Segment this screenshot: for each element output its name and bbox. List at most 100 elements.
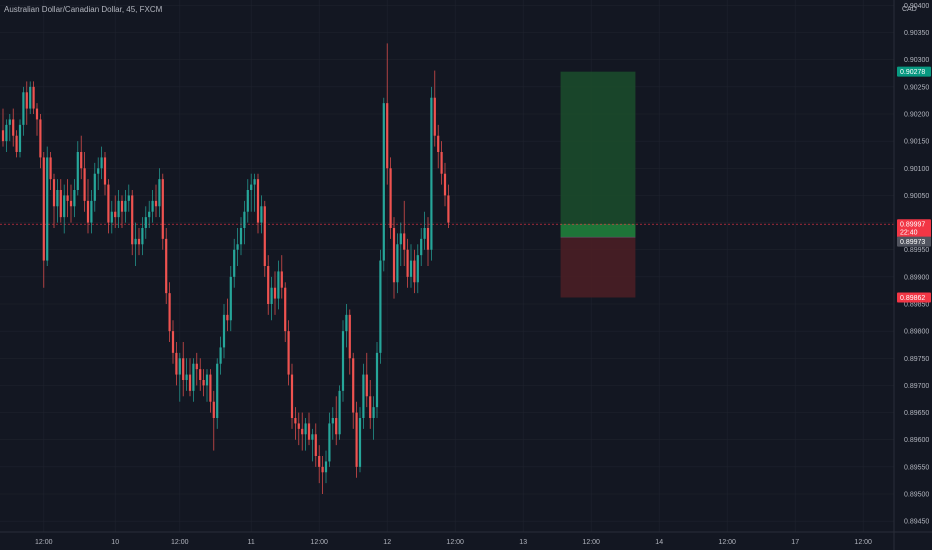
candle bbox=[239, 217, 243, 256]
candle bbox=[222, 304, 226, 359]
candle bbox=[307, 412, 311, 446]
candle-body bbox=[355, 412, 358, 467]
y-tick-label: 0.89500 bbox=[904, 492, 929, 499]
candle-body bbox=[297, 423, 300, 429]
candle bbox=[69, 184, 73, 223]
entry-price-tag-box bbox=[897, 236, 931, 247]
candle bbox=[440, 141, 443, 185]
candle-body bbox=[243, 211, 246, 228]
candle bbox=[273, 271, 277, 315]
candle-body bbox=[382, 103, 385, 261]
candle-body bbox=[311, 434, 314, 440]
candle bbox=[365, 352, 368, 408]
candle-body bbox=[42, 157, 45, 261]
candle bbox=[141, 217, 144, 256]
candle-body bbox=[188, 374, 192, 391]
candle-body bbox=[117, 200, 120, 218]
candle bbox=[290, 363, 294, 429]
candle-body bbox=[324, 461, 328, 473]
candle-body bbox=[52, 179, 56, 207]
candle-body bbox=[246, 190, 249, 212]
candle bbox=[212, 390, 215, 451]
candle-body bbox=[304, 423, 307, 435]
x-tick-label: 12:00 bbox=[310, 539, 328, 546]
candle bbox=[127, 184, 130, 212]
candle bbox=[168, 282, 171, 342]
candle bbox=[49, 152, 52, 190]
y-tick-label: 0.89900 bbox=[904, 274, 929, 281]
long-position-tool[interactable] bbox=[560, 71, 636, 298]
candle-body bbox=[86, 200, 90, 223]
candle-body bbox=[66, 195, 69, 201]
candle bbox=[107, 179, 110, 234]
candle bbox=[1, 108, 5, 147]
y-tick-label: 0.89750 bbox=[904, 356, 929, 363]
candle-body bbox=[284, 287, 287, 332]
candle bbox=[352, 352, 355, 429]
candle bbox=[277, 260, 280, 310]
grid-lines bbox=[0, 0, 894, 532]
candle bbox=[236, 228, 239, 266]
candle-body bbox=[447, 195, 450, 223]
candle-body bbox=[137, 238, 141, 245]
candle-body bbox=[107, 184, 110, 223]
candle bbox=[403, 200, 406, 266]
x-tick-label: 12:00 bbox=[171, 539, 189, 546]
loss-zone[interactable] bbox=[560, 237, 636, 298]
candle-body bbox=[195, 363, 198, 370]
candle bbox=[430, 86, 433, 261]
candle-body bbox=[209, 374, 212, 402]
candle-body bbox=[219, 347, 222, 364]
candle-body bbox=[199, 369, 202, 380]
candle-body bbox=[100, 157, 103, 169]
y-tick-label: 0.89800 bbox=[904, 329, 929, 336]
y-tick-label: 0.89550 bbox=[904, 464, 929, 471]
candle bbox=[73, 179, 76, 218]
candle bbox=[63, 184, 66, 234]
candle-body bbox=[345, 314, 348, 332]
candle-body bbox=[222, 314, 226, 348]
candle bbox=[134, 222, 137, 266]
candle bbox=[165, 228, 168, 304]
candle-body bbox=[256, 179, 260, 223]
candle-body bbox=[175, 352, 178, 375]
candle bbox=[148, 200, 151, 228]
candle bbox=[389, 157, 392, 239]
candle-body bbox=[416, 255, 419, 283]
candle bbox=[80, 135, 83, 180]
candle bbox=[399, 222, 402, 266]
candle bbox=[66, 179, 69, 218]
candle-body bbox=[236, 244, 239, 250]
time-axis[interactable]: 12:00 10 12:00 11 12:00 12 12:00 13 12:00 14 12:00… bbox=[35, 539, 872, 546]
x-tick-label: 12:00 bbox=[854, 539, 872, 546]
entry-price-tag-value: 0.89973 bbox=[900, 239, 925, 246]
profit-zone[interactable] bbox=[560, 71, 636, 238]
y-tick-label: 0.89450 bbox=[904, 519, 929, 526]
candle bbox=[304, 418, 307, 451]
candle-body bbox=[406, 249, 409, 277]
candle bbox=[447, 184, 450, 228]
candle bbox=[86, 179, 90, 234]
candle-body bbox=[294, 418, 297, 424]
candle-body bbox=[134, 238, 137, 245]
candle-body bbox=[437, 135, 440, 152]
candle-body bbox=[290, 374, 294, 418]
candle bbox=[83, 152, 86, 212]
chart-title: Australian Dollar/Canadian Dollar, 45, F… bbox=[4, 5, 163, 14]
candle bbox=[182, 342, 185, 397]
y-tick-label: 0.90250 bbox=[904, 84, 929, 91]
candle-body bbox=[151, 200, 154, 212]
candle bbox=[229, 266, 232, 332]
candle-body bbox=[25, 92, 28, 109]
candle bbox=[97, 157, 100, 190]
candle bbox=[341, 320, 345, 402]
candle-body bbox=[386, 103, 389, 169]
current-price-tag-value: 0.89997 bbox=[900, 222, 925, 229]
candle bbox=[151, 190, 154, 223]
candle-body bbox=[12, 119, 15, 136]
candle-body bbox=[46, 157, 49, 261]
candle bbox=[144, 206, 147, 239]
